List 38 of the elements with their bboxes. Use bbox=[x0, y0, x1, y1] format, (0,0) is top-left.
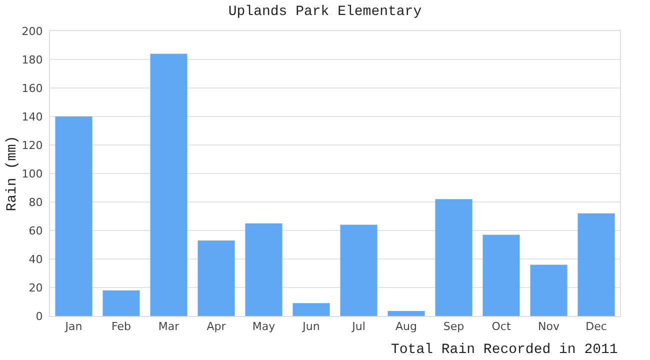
chart-title: Uplands Park Elementary bbox=[228, 4, 422, 20]
bar bbox=[530, 264, 568, 316]
y-tick-label: 0 bbox=[36, 310, 43, 323]
y-tick-label: 80 bbox=[28, 196, 43, 209]
y-tick-label: 20 bbox=[28, 281, 43, 294]
x-tick-label: Oct bbox=[492, 320, 512, 334]
bar bbox=[578, 213, 615, 316]
y-tick-label: 140 bbox=[22, 110, 43, 124]
bar bbox=[292, 303, 330, 316]
bar bbox=[245, 223, 282, 316]
x-tick-label: May bbox=[252, 320, 276, 334]
y-axis-title: Rain (mm) bbox=[4, 136, 20, 212]
bar bbox=[340, 224, 378, 316]
bar bbox=[55, 116, 92, 316]
bar bbox=[388, 311, 425, 316]
y-tick-label: 100 bbox=[22, 167, 43, 180]
y-tick-label: 120 bbox=[22, 138, 43, 152]
x-tick-label: Dec bbox=[586, 320, 607, 334]
x-tick-label: Jan bbox=[64, 320, 82, 334]
bar bbox=[482, 234, 520, 316]
x-tick-label: Jul bbox=[351, 320, 366, 334]
x-tick-label: Nov bbox=[538, 320, 560, 334]
bar bbox=[150, 54, 188, 316]
x-tick-label: Apr bbox=[206, 320, 226, 334]
bar bbox=[435, 199, 472, 316]
y-tick-label: 60 bbox=[28, 224, 43, 238]
y-tick-label: 180 bbox=[22, 53, 43, 66]
x-axis-title: Total Rain Recorded in 2011 bbox=[391, 342, 618, 358]
y-tick-label: 200 bbox=[22, 24, 43, 38]
y-tick-label: 40 bbox=[28, 252, 43, 266]
bar bbox=[102, 290, 140, 316]
x-tick-label: Aug bbox=[396, 320, 417, 334]
bar bbox=[198, 240, 235, 316]
x-tick-label: Sep bbox=[443, 320, 464, 334]
x-tick-label: Mar bbox=[158, 320, 180, 334]
x-tick-label: Jun bbox=[302, 320, 320, 334]
x-tick-label: Feb bbox=[112, 320, 131, 334]
y-tick-label: 160 bbox=[22, 82, 43, 95]
